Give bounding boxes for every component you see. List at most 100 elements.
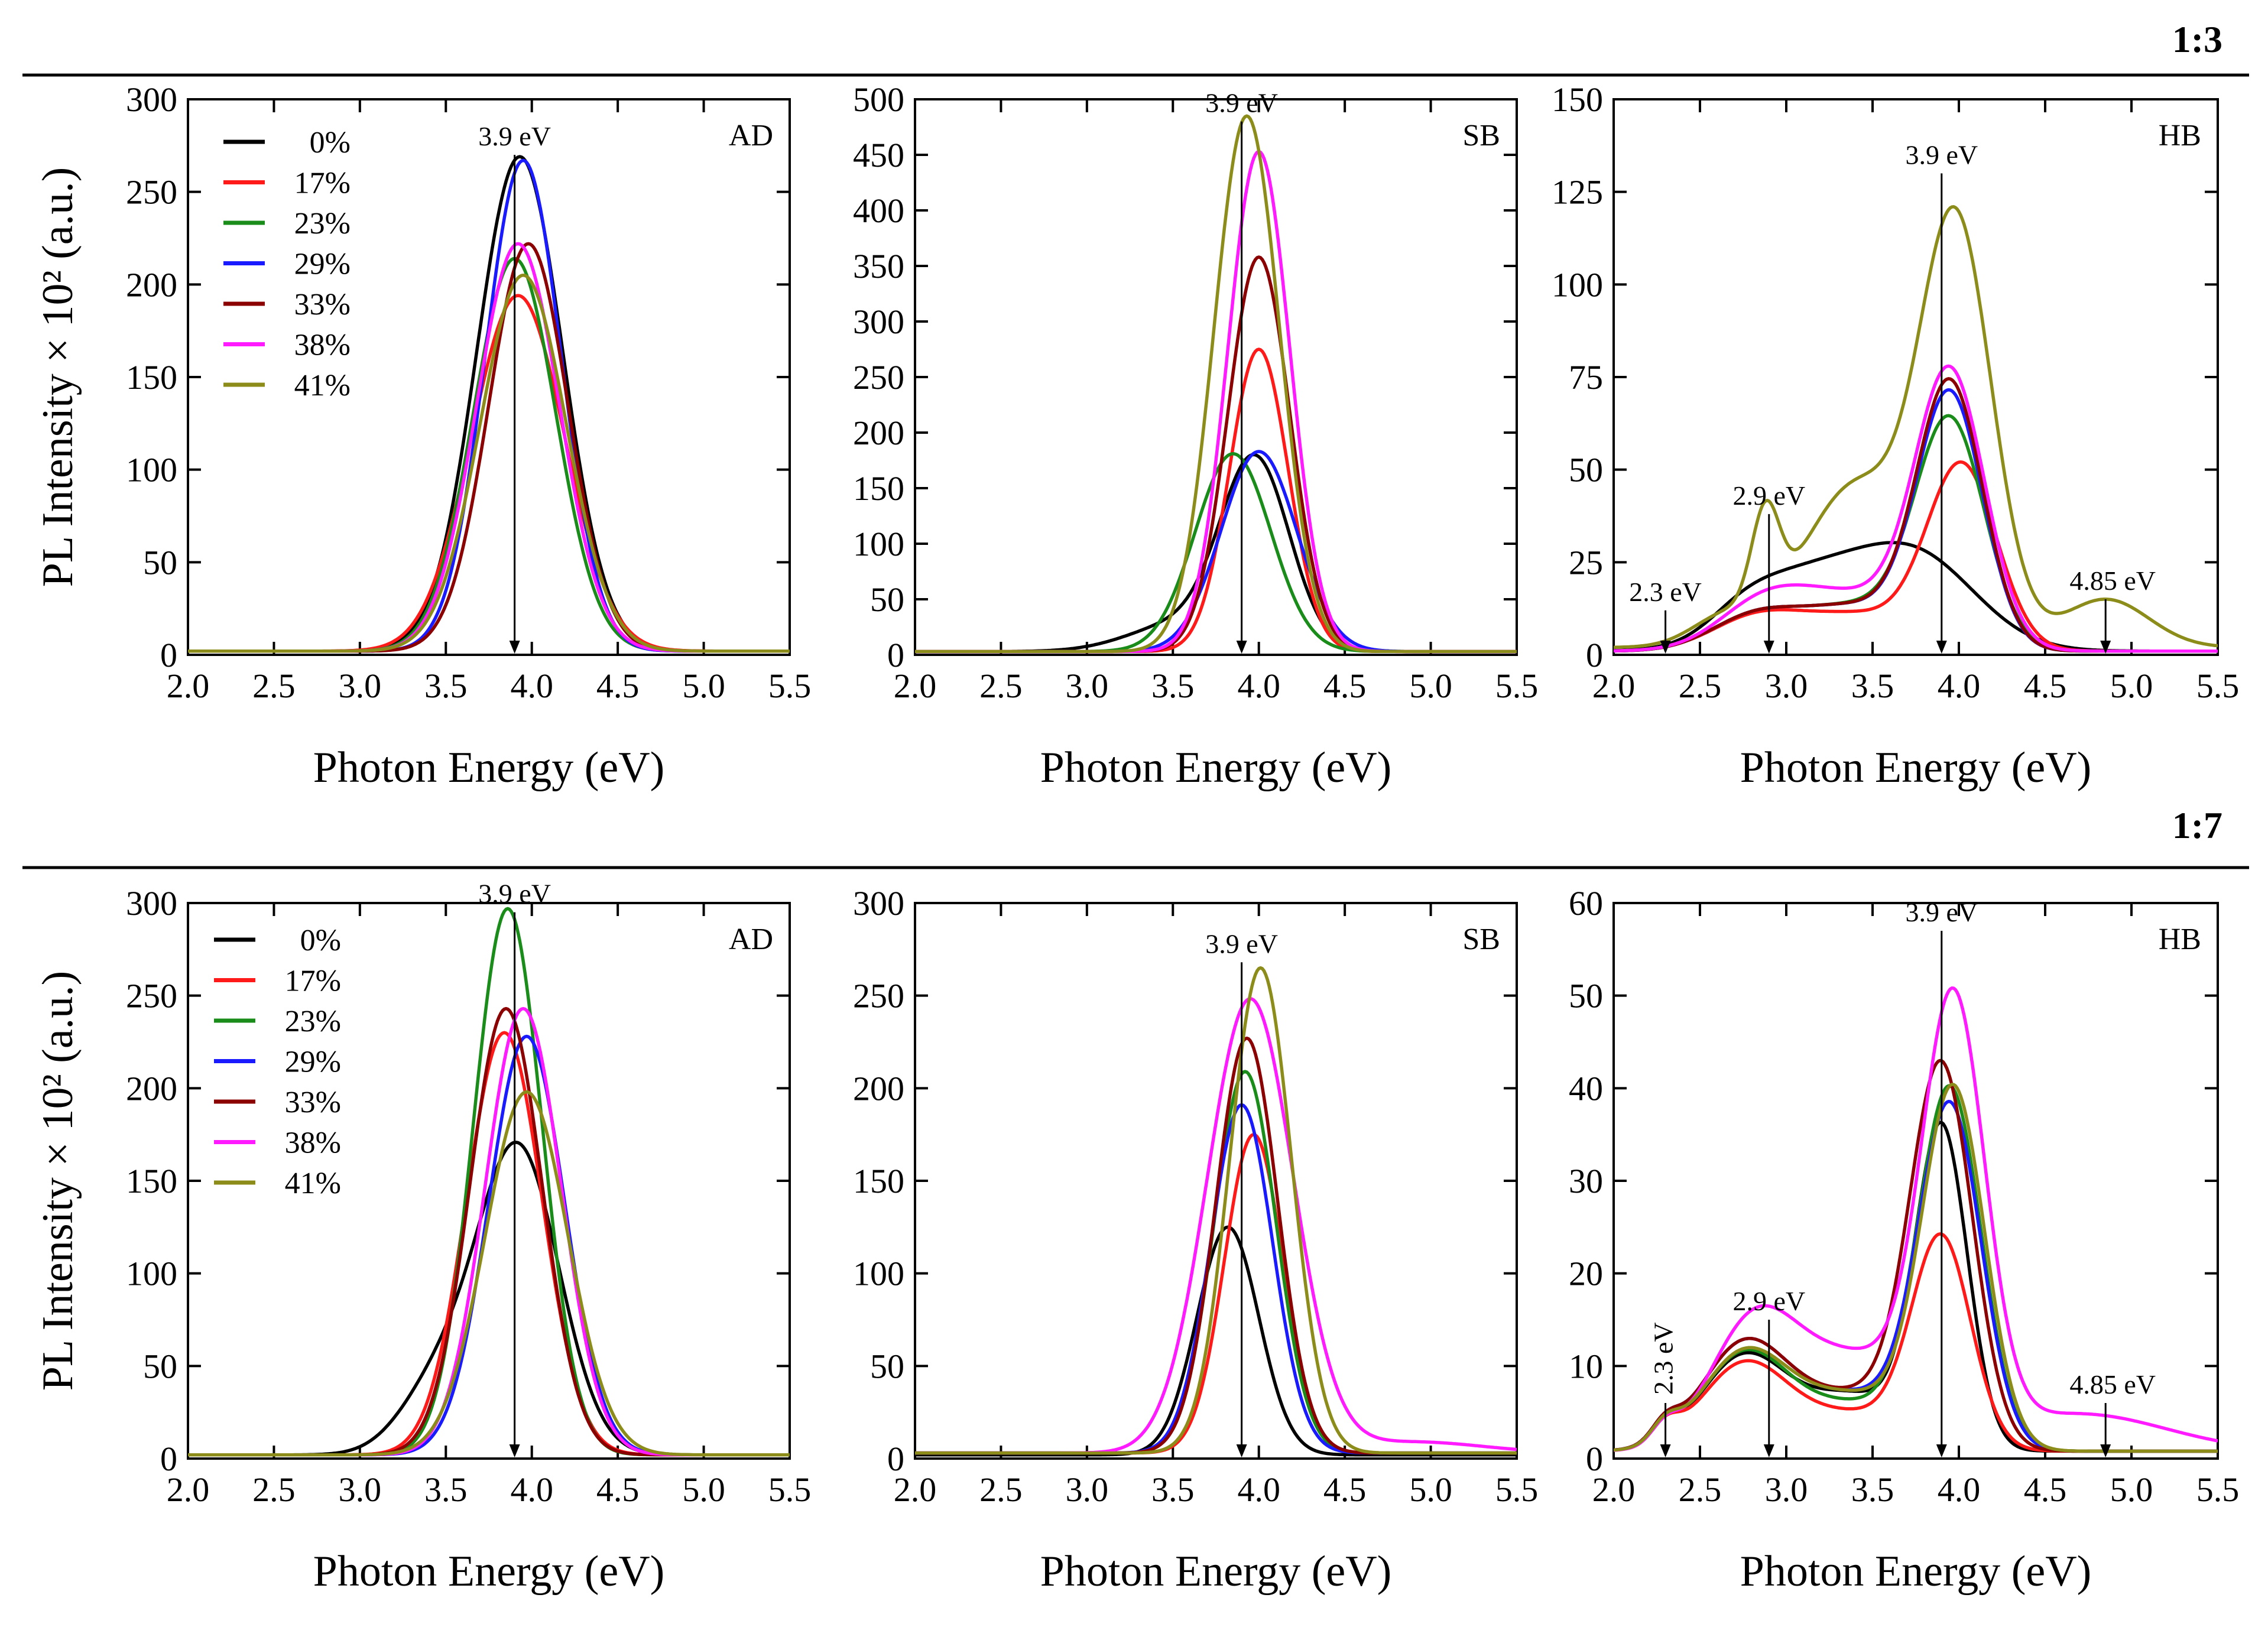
x-axis-title: Photon Energy (eV) [1040,1547,1392,1596]
annotation-arrowhead [509,641,520,654]
x-tick-label: 2.0 [167,1470,210,1509]
x-tick-label: 4.0 [510,1470,553,1509]
series-group [1614,205,2218,653]
x-tick-label: 3.5 [1151,1470,1195,1509]
x-tick-label: 2.5 [979,1470,1023,1509]
panel-tag: HB [2159,119,2201,152]
y-tick-label: 0 [1586,1440,1603,1478]
panel-tag: SB [1462,119,1500,152]
x-tick-label: 3.5 [1851,667,1894,705]
annotation-arrowhead [1660,1444,1671,1457]
legend-label: 23% [285,1005,341,1038]
annotation-arrowhead [1936,641,1947,654]
y-tick-label: 450 [853,136,904,174]
annotation-arrowhead [1936,1444,1947,1457]
series-line-38pct [1614,986,2218,1452]
x-tick-label: 5.5 [1495,667,1539,705]
series-group [1614,986,2218,1453]
annotation-arrowhead [1236,641,1247,654]
y-tick-label: 150 [126,358,177,397]
x-axis-title: Photon Energy (eV) [1040,743,1392,792]
y-tick-label: 100 [126,1255,177,1293]
series-line-41pct [188,1090,790,1457]
x-tick-label: 2.5 [252,667,296,705]
x-tick-label: 4.5 [596,1470,640,1509]
y-tick-label: 200 [126,265,177,304]
y-tick-label: 150 [1552,80,1603,119]
x-tick-label: 4.0 [1938,667,1981,705]
legend-label: 38% [294,329,351,362]
x-tick-label: 4.0 [1237,667,1280,705]
x-tick-label: 4.0 [510,667,553,705]
annotation-label: 4.85 eV [2069,1369,2156,1399]
y-tick-label: 200 [853,1069,904,1108]
legend-label: 41% [294,369,351,402]
x-axis-title: Photon Energy (eV) [1740,1547,2092,1596]
annotation-label: 3.9 eV [1905,139,1978,170]
y-tick-label: 20 [1569,1255,1603,1293]
y-tick-label: 300 [853,303,904,341]
y-tick-label: 300 [126,884,177,923]
y-tick-label: 350 [853,247,904,285]
x-tick-label: 3.5 [1851,1470,1894,1509]
y-tick-label: 300 [853,884,904,923]
legend-label: 17% [285,964,341,998]
x-tick-label: 2.5 [1679,667,1722,705]
y-tick-label: 50 [143,543,177,582]
series-line-41pct [1614,205,2218,649]
y-axis-title: PL Intensity × 10² (a.u.) [34,971,82,1391]
y-tick-label: 50 [1569,977,1603,1015]
annotation-label: 2.3 eV [1649,1322,1679,1395]
y-tick-label: 40 [1569,1069,1603,1108]
annotation-label: 3.9 eV [1205,928,1278,959]
x-tick-label: 5.0 [1409,667,1452,705]
x-tick-label: 4.0 [1938,1470,1981,1509]
section-label: 1:3 [2172,18,2222,60]
legend-label: 17% [294,167,351,200]
x-tick-label: 5.0 [2110,1470,2153,1509]
annotation-label: 2.9 eV [1732,480,1805,511]
annotation-arrowhead [2100,641,2111,654]
y-tick-label: 0 [160,636,177,674]
x-tick-label: 2.0 [894,667,937,705]
series-line-41pct [1614,1083,2218,1453]
x-tick-label: 4.5 [2024,667,2067,705]
y-tick-label: 50 [1569,451,1603,489]
series-line-41pct [188,273,790,653]
y-tick-label: 400 [853,191,904,230]
series-group [188,155,790,653]
x-tick-label: 4.5 [2024,1470,2067,1509]
legend-label: 0% [310,126,351,160]
x-tick-label: 2.0 [1592,1470,1636,1509]
annotation-arrowhead [1763,1444,1774,1457]
annotation-arrowhead [1763,641,1774,654]
legend-label: 33% [294,288,351,321]
panel-1-7-sb: 2.0 2.5 3.0 3.5 4.0 4.5 5.0 5.5 0 50 100 150 200 250 3… [853,884,1538,1596]
y-tick-label: 50 [870,580,904,619]
panel-1-3-hb: 2.0 2.5 3.0 3.5 4.0 4.5 5.0 5.5 0 25 50 75 100 125 150… [1552,80,2239,792]
panel-tag: AD [729,923,773,956]
legend-label: 29% [294,248,351,281]
annotation-arrowhead [1660,641,1671,654]
y-tick-label: 200 [853,414,904,452]
annotation-arrowhead [509,1444,520,1457]
section-header-1-7: 1:7 [22,804,2249,869]
x-tick-label: 3.0 [1066,667,1109,705]
annotation-label: 3.9 eV [1905,897,1978,927]
x-axis-title: Photon Energy (eV) [313,1547,665,1596]
annotation-label: 4.85 eV [2069,566,2156,596]
y-tick-label: 250 [126,977,177,1015]
series-group [915,966,1517,1457]
y-tick-label: 300 [126,80,177,119]
x-tick-label: 4.5 [1323,1470,1367,1509]
x-tick-label: 2.5 [979,667,1023,705]
x-tick-label: 4.5 [1323,667,1367,705]
x-tick-label: 3.0 [1066,1470,1109,1509]
x-tick-label: 2.0 [894,1470,937,1509]
y-tick-label: 250 [853,977,904,1015]
x-tick-label: 4.5 [596,667,640,705]
x-tick-label: 2.0 [1592,667,1636,705]
x-tick-label: 3.0 [1765,667,1808,705]
